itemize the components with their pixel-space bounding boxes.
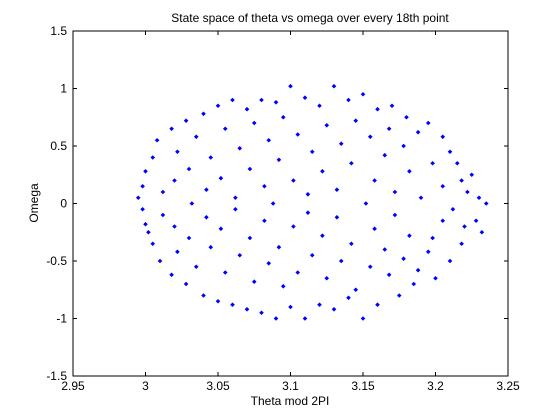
x-axis-label: Theta mod 2PI <box>251 394 330 408</box>
x-tick-label: 3.15 <box>351 379 375 393</box>
y-axis-label: Omega <box>27 183 41 223</box>
x-tick-label: 3.1 <box>282 379 299 393</box>
x-tick-label: 3.25 <box>496 379 520 393</box>
chart-title: State space of theta vs omega over every… <box>171 11 449 25</box>
plot-area <box>73 31 508 376</box>
y-tick-label: -0.5 <box>46 254 67 268</box>
x-tick-label: 3.05 <box>206 379 230 393</box>
y-tick-label: 0 <box>60 197 67 211</box>
x-tick-label: 3.2 <box>427 379 444 393</box>
y-tick-label: -1 <box>56 312 67 326</box>
y-tick-label: 1 <box>60 82 67 96</box>
y-tick-labels: -1.5 -1 -0.5 0 0.5 1 1.5 <box>46 24 67 383</box>
x-tick-labels: 2.95 3 3.05 3.1 3.15 3.2 3.25 <box>61 379 520 393</box>
y-tick-label: 1.5 <box>50 24 67 38</box>
x-tick-label: 3 <box>142 379 149 393</box>
y-tick-label: 0.5 <box>50 139 67 153</box>
y-tick-label: -1.5 <box>46 369 67 383</box>
